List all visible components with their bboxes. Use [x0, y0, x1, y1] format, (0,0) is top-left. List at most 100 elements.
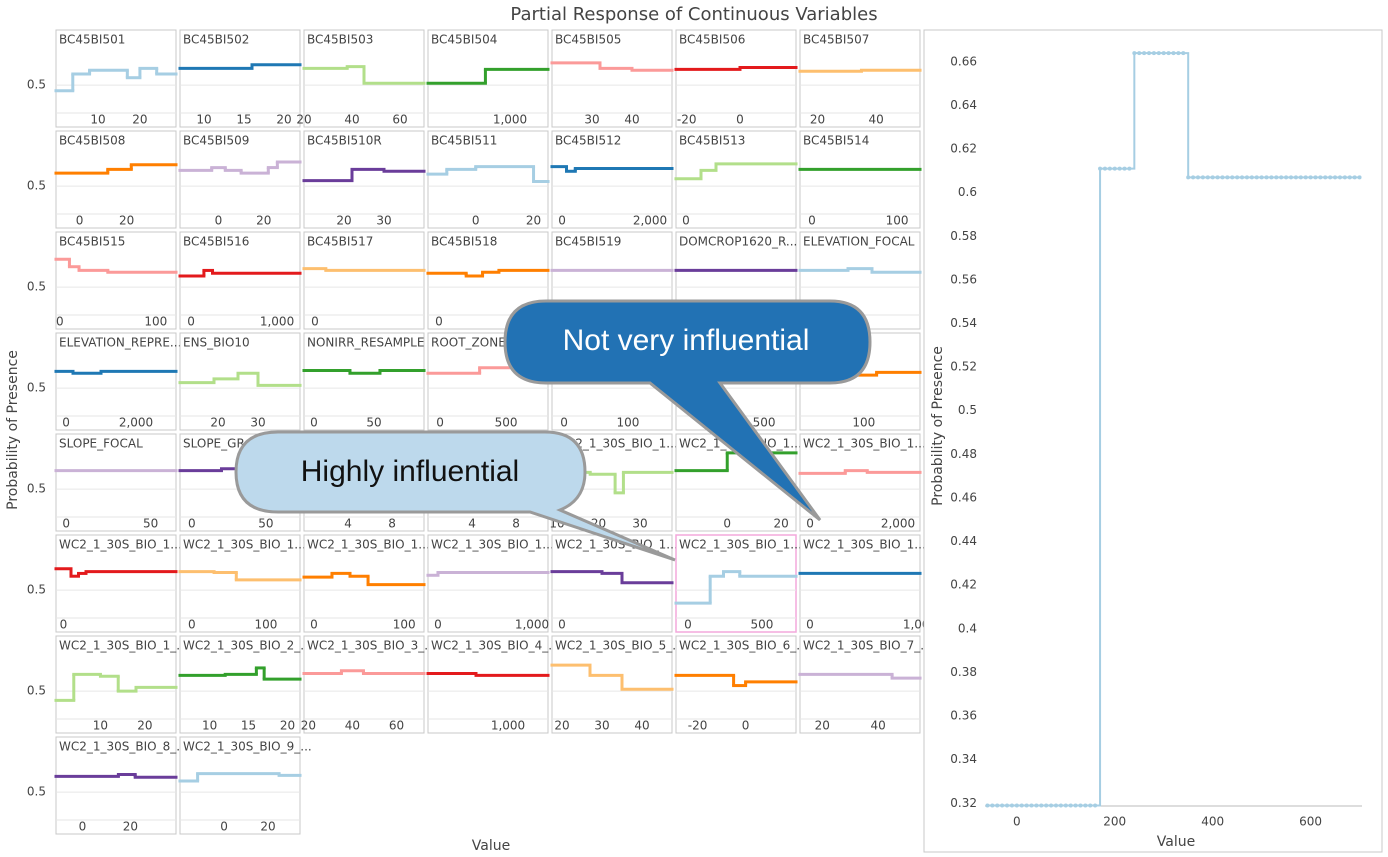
point	[1342, 175, 1347, 180]
point	[1044, 803, 1049, 808]
x-tick-label: 2,000	[119, 416, 153, 430]
point	[1176, 51, 1181, 56]
x-tick-label: 10	[196, 113, 211, 127]
y-tick-label: 0.38	[950, 665, 977, 679]
panel-title: WC2_1_30S_BIO_1_...	[59, 639, 188, 653]
panel-title: WC2_1_30S_BIO_1...	[803, 437, 926, 451]
y-tick-label: 0.64	[950, 98, 977, 112]
x-tick-label: 0	[220, 820, 228, 834]
x-tick-label: 0	[808, 214, 816, 228]
panel	[799, 433, 921, 532]
x-tick-label: 20	[554, 719, 569, 733]
y-tick-label: 0.5	[27, 785, 46, 799]
panel	[799, 534, 921, 633]
panel-title: BC45BI516	[183, 235, 249, 249]
panel	[427, 130, 549, 229]
point	[1029, 803, 1034, 808]
panel-title: BC45BI511	[431, 134, 497, 148]
x-tick-label: 100	[886, 214, 909, 228]
plots: BC45BI501 0.5 10 20 BC45BI502 10 15 20 BC45BI503…	[27, 29, 1383, 853]
x-tick-label: 500	[751, 618, 774, 632]
panel-title: BC45BI504	[431, 33, 497, 47]
panel-title: BC45BI513	[679, 134, 745, 148]
point	[1264, 175, 1269, 180]
panel	[179, 231, 301, 330]
x-tick-label: 8	[388, 517, 396, 531]
x-tick-label: 100	[254, 618, 277, 632]
panel	[179, 635, 301, 734]
point	[1009, 803, 1014, 808]
x-tick-label: 1,000	[491, 719, 525, 733]
x-axis-title: Value	[472, 838, 510, 854]
x-tick-label: 50	[143, 517, 158, 531]
y-tick-label: 0.36	[950, 709, 977, 723]
y-tick-label: 0.5	[27, 583, 46, 597]
panel-title: NONIRR_RESAMPLE	[307, 336, 424, 350]
x-tick-label: 10	[90, 113, 105, 127]
x-tick-label: 0	[436, 416, 444, 430]
panel-title: WC2_1_30S_BIO_3_...	[307, 639, 436, 653]
point	[1289, 175, 1294, 180]
x-tick-label: 0	[215, 214, 223, 228]
point	[1068, 803, 1073, 808]
point	[1186, 175, 1191, 180]
y-tick-label: 0.66	[950, 54, 977, 68]
x-tick-label: 20	[119, 214, 134, 228]
panel-title: WC2_1_30S_BIO_1...	[431, 538, 554, 552]
x-tick-label: 15	[236, 113, 251, 127]
panel	[675, 29, 797, 128]
panel-title: BC45BI518	[431, 235, 497, 249]
x-tick-label: 30	[594, 719, 609, 733]
point	[1333, 175, 1338, 180]
x-tick-label: 50	[366, 416, 381, 430]
x-tick-label: 40	[624, 113, 639, 127]
point	[1034, 803, 1039, 808]
x-tick-label: 0	[558, 214, 566, 228]
callout-text: Not very influential	[563, 324, 810, 357]
point	[1166, 51, 1171, 56]
panel	[303, 231, 425, 330]
point	[1279, 175, 1284, 180]
panel-title: BC45BI519	[555, 235, 621, 249]
point	[990, 803, 995, 808]
callout-bubble	[503, 299, 872, 522]
point	[995, 803, 1000, 808]
point	[1088, 803, 1093, 808]
x-tick-label: 30	[584, 113, 599, 127]
x-tick-label: 60	[389, 719, 404, 733]
y-tick-label: 0.62	[950, 142, 977, 156]
callout-not: Not very influential	[503, 299, 872, 522]
point	[1063, 803, 1068, 808]
x-tick-label: 0	[560, 416, 568, 430]
x-tick-label: 20	[301, 719, 316, 733]
panel	[179, 130, 301, 229]
x-tick-label: 0	[188, 618, 196, 632]
x-tick-label: 0	[736, 113, 744, 127]
panel-title: BC45BI505	[555, 33, 621, 47]
x-tick-label: 20	[137, 719, 152, 733]
point	[1083, 803, 1088, 808]
panel-title: WC2_1_30S_BIO_1...	[183, 538, 306, 552]
point	[1053, 803, 1058, 808]
x-tick-label: 0	[742, 719, 750, 733]
panel-title: WC2_1_30S_BIO_1...	[803, 538, 926, 552]
panel	[427, 29, 549, 128]
point	[1328, 175, 1333, 180]
point	[1102, 166, 1107, 171]
point	[1151, 51, 1156, 56]
x-tick-label: 20	[123, 820, 138, 834]
x-tick-label: 0	[62, 416, 70, 430]
x-tick-label: 20	[336, 214, 351, 228]
panel	[799, 29, 921, 128]
x-tick-label: 500	[753, 416, 776, 430]
callout-bubble	[234, 430, 676, 562]
panel-title: WC2_1_30S_BIO_1...	[307, 538, 430, 552]
y-tick-label: 0.5	[27, 381, 46, 395]
panel	[303, 332, 425, 431]
point	[1156, 51, 1161, 56]
panel-title: ENS_BIO10	[183, 336, 250, 350]
x-tick-label: 0	[62, 517, 70, 531]
x-tick-label: 20	[296, 113, 311, 127]
y-tick-label: 0.5	[27, 78, 46, 92]
x-tick-label: 100	[852, 416, 875, 430]
